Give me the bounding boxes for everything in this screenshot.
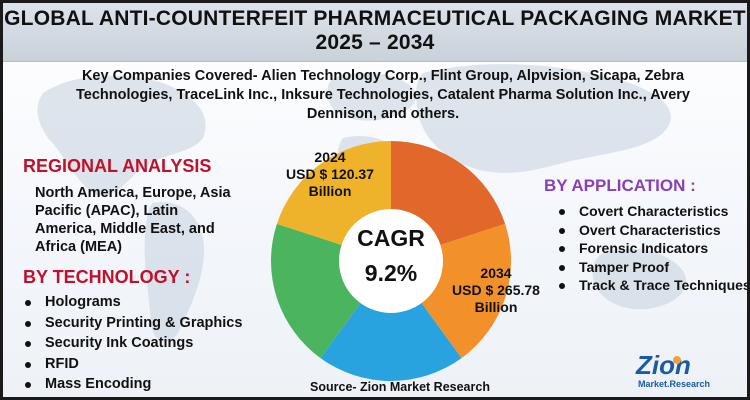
application-item: Overt Characteristics (551, 221, 747, 240)
technology-item: Mass Encoding (17, 374, 242, 395)
technology-item: Security Ink Coatings (17, 333, 242, 354)
donut-center (339, 209, 443, 313)
logo-brand-text: Zion (636, 350, 691, 380)
by-technology-heading: BY TECHNOLOGY : (23, 267, 191, 287)
key-companies-text: Key Companies Covered- Alien Technology … (76, 68, 690, 122)
title-band: GLOBAL ANTI-COUNTERFEIT PHARMACEUTICAL P… (3, 3, 747, 62)
market-2024-annotation: 2024 USD $ 120.37 Billion (265, 149, 395, 200)
market-2034-year: 2034 (480, 265, 512, 281)
chart-subtitle-years: 2025 – 2034 (315, 31, 435, 54)
technology-list: Holograms Security Printing & Graphics S… (17, 292, 242, 395)
technology-item: RFID (17, 354, 242, 375)
technology-item: Holograms (17, 292, 242, 313)
donut-chart (271, 141, 511, 381)
application-list: Covert Characteristics Overt Characteris… (551, 202, 747, 295)
application-item: Track & Trace Techniques (551, 276, 747, 295)
regional-analysis-heading: REGIONAL ANALYSIS (23, 156, 212, 176)
application-item: Covert Characteristics (551, 202, 747, 221)
chart-title: GLOBAL ANTI-COUNTERFEIT PHARMACEUTICAL P… (4, 7, 746, 30)
logo-sub-text: Market.Research (638, 379, 711, 389)
regional-analysis-text: North America, Europe, Asia Pacific (APA… (35, 185, 231, 255)
technology-item: Security Printing & Graphics (17, 313, 242, 334)
pie-slice-3 (320, 261, 462, 381)
source-text: Source- Zion Market Research (310, 380, 490, 394)
logo-dot-icon (673, 356, 681, 364)
market-2034-value: USD $ 265.78 Billion (452, 282, 540, 315)
market-2024-value: USD $ 120.37 Billion (286, 166, 374, 199)
market-2024-year: 2024 (314, 149, 346, 165)
by-application-heading: BY APPLICATION : (544, 176, 696, 195)
application-item: Tamper Proof (551, 258, 747, 277)
cagr-value: 9.2% (364, 260, 418, 286)
application-item: Forensic Indicators (551, 239, 747, 258)
zion-logo: Zion Market.Research (636, 350, 736, 394)
market-2034-annotation: 2034 USD $ 265.78 Billion (436, 265, 556, 316)
cagr-label: CAGR (357, 225, 425, 251)
